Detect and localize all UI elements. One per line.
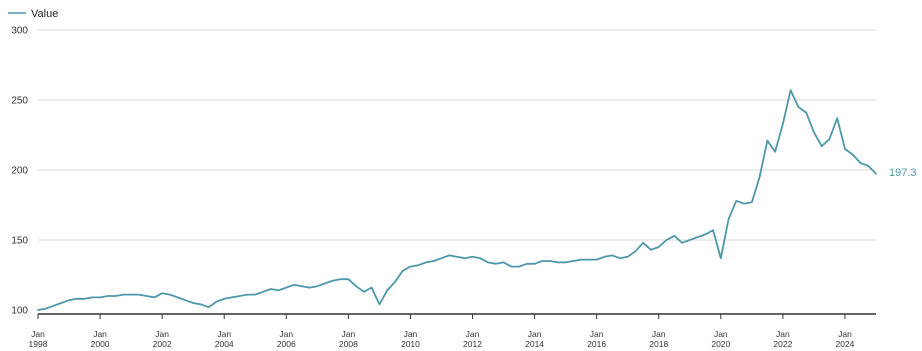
x-tick-label-year: 2012: [463, 339, 482, 349]
x-tick-label-month: Jan: [590, 329, 604, 339]
y-tick-label: 100: [11, 306, 28, 317]
y-tick-label: 300: [11, 26, 28, 37]
x-tick-label-month: Jan: [466, 329, 480, 339]
y-tick-label: 150: [11, 236, 28, 247]
y-axis: 100 150 200 250 300: [11, 26, 28, 317]
x-tick-label-month: Jan: [528, 329, 542, 339]
x-tick-label-year: 2020: [711, 339, 730, 349]
x-tick-label-month: Jan: [404, 329, 418, 339]
y-tick-label: 250: [11, 96, 28, 107]
x-tick-label-month: Jan: [155, 329, 169, 339]
x-axis: Jan1998Jan2000Jan2002Jan2004Jan2006Jan20…: [29, 313, 876, 349]
x-tick-label-year: 2014: [525, 339, 544, 349]
x-tick-label-year: 2000: [91, 339, 110, 349]
x-tick-label-month: Jan: [279, 329, 293, 339]
x-tick-label-year: 2002: [153, 339, 172, 349]
x-tick-label-year: 2022: [773, 339, 792, 349]
x-tick-label-month: Jan: [93, 329, 107, 339]
x-tick-label-year: 2010: [401, 339, 420, 349]
y-tick-label: 200: [11, 166, 28, 177]
x-tick-label-year: 2024: [836, 339, 855, 349]
x-tick-label-month: Jan: [31, 329, 45, 339]
legend: Value: [8, 8, 58, 20]
x-tick-label-year: 1998: [29, 339, 48, 349]
x-tick-label-month: Jan: [652, 329, 666, 339]
grid-lines: [38, 29, 876, 241]
legend-label-value: Value: [31, 8, 58, 20]
series-line-value: [37, 89, 877, 311]
x-tick-label-year: 2004: [215, 339, 234, 349]
x-tick-label-year: 2006: [277, 339, 296, 349]
series-layer: [37, 89, 877, 311]
end-value-label: 197.3: [889, 167, 917, 179]
x-tick-label-month: Jan: [714, 329, 728, 339]
x-tick-label-year: 2016: [587, 339, 606, 349]
x-tick-label-month: Jan: [838, 329, 852, 339]
x-tick-label-year: 2008: [339, 339, 358, 349]
x-tick-label-month: Jan: [776, 329, 790, 339]
x-tick-label-month: Jan: [342, 329, 356, 339]
x-tick-label-month: Jan: [217, 329, 231, 339]
x-tick-label-year: 2018: [649, 339, 668, 349]
